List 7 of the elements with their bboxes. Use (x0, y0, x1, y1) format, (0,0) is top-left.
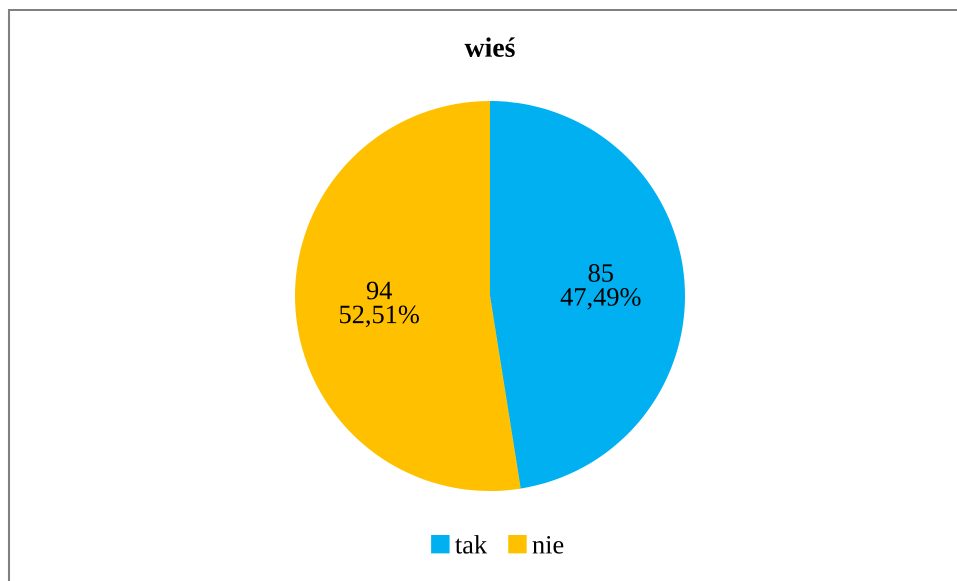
pie-slice (295, 101, 521, 491)
pie-slice (490, 101, 685, 489)
legend-label: tak (455, 535, 488, 554)
data-label: 85 47,49% (560, 264, 641, 310)
data-label: 94 52,51% (340, 282, 419, 328)
chart-title: wieś (464, 37, 515, 57)
legend-label: nie (532, 536, 564, 554)
